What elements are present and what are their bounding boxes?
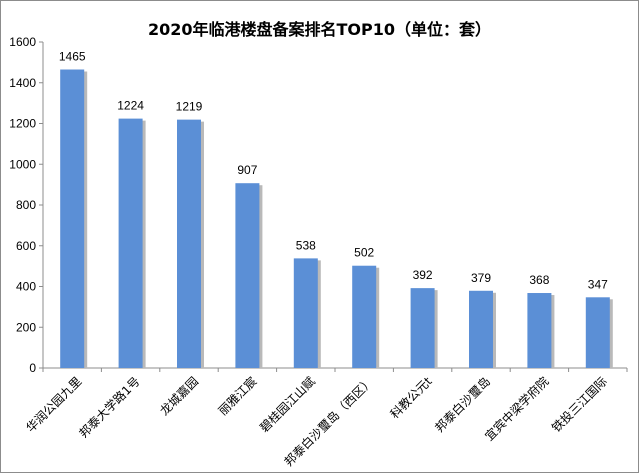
x-tick-label: 华润公园九里 — [23, 374, 84, 435]
x-tick-label: 邦泰大学路1号 — [76, 374, 143, 441]
axes: 0 200 400 600 800 1000 1200 1400 1600 — [9, 35, 628, 375]
y-tick-label: 1400 — [9, 76, 36, 90]
y-tick-label: 600 — [16, 239, 36, 253]
bar — [177, 119, 201, 368]
data-label: 379 — [471, 271, 491, 285]
chart-title: 2020年临港楼盘备案排名TOP10（单位：套） — [147, 20, 492, 39]
y-tick-label: 400 — [16, 280, 36, 294]
x-tick-label: 邦泰白沙璽岛 — [432, 374, 494, 436]
y-tick-label: 0 — [29, 361, 36, 375]
data-label: 1224 — [117, 99, 144, 113]
data-label: 392 — [413, 268, 433, 282]
data-label: 1465 — [59, 50, 86, 64]
bar — [118, 118, 143, 368]
data-label: 347 — [588, 277, 608, 291]
data-label: 907 — [237, 163, 257, 177]
y-tick-label: 200 — [16, 320, 36, 334]
bar — [469, 290, 493, 368]
data-label: 502 — [354, 246, 374, 260]
data-label: 368 — [529, 273, 549, 287]
bars — [60, 69, 613, 368]
bar — [235, 183, 260, 368]
bar — [352, 265, 377, 368]
y-tick-label: 1200 — [9, 117, 36, 131]
bar — [410, 288, 435, 368]
bar — [585, 297, 610, 368]
x-tick-label: 科教公元t — [387, 373, 435, 421]
data-label: 538 — [296, 238, 316, 252]
x-tick-label: 丽雅江宸 — [215, 374, 260, 419]
y-tick-label: 1000 — [9, 157, 36, 171]
x-tick-label: 铁投三江国际 — [548, 374, 610, 436]
y-tick-label: 1600 — [9, 35, 36, 49]
data-labels: 1465 1224 1219 907 538 502 392 379 368 347 — [59, 50, 608, 292]
x-tick-label: 碧桂园江山赋 — [256, 374, 318, 436]
x-tick-label: 龙城嘉园 — [157, 374, 201, 418]
bar — [60, 69, 85, 368]
data-label: 1219 — [176, 100, 203, 114]
y-tick-label: 800 — [16, 198, 36, 212]
bar — [527, 293, 552, 368]
bar — [293, 258, 318, 368]
